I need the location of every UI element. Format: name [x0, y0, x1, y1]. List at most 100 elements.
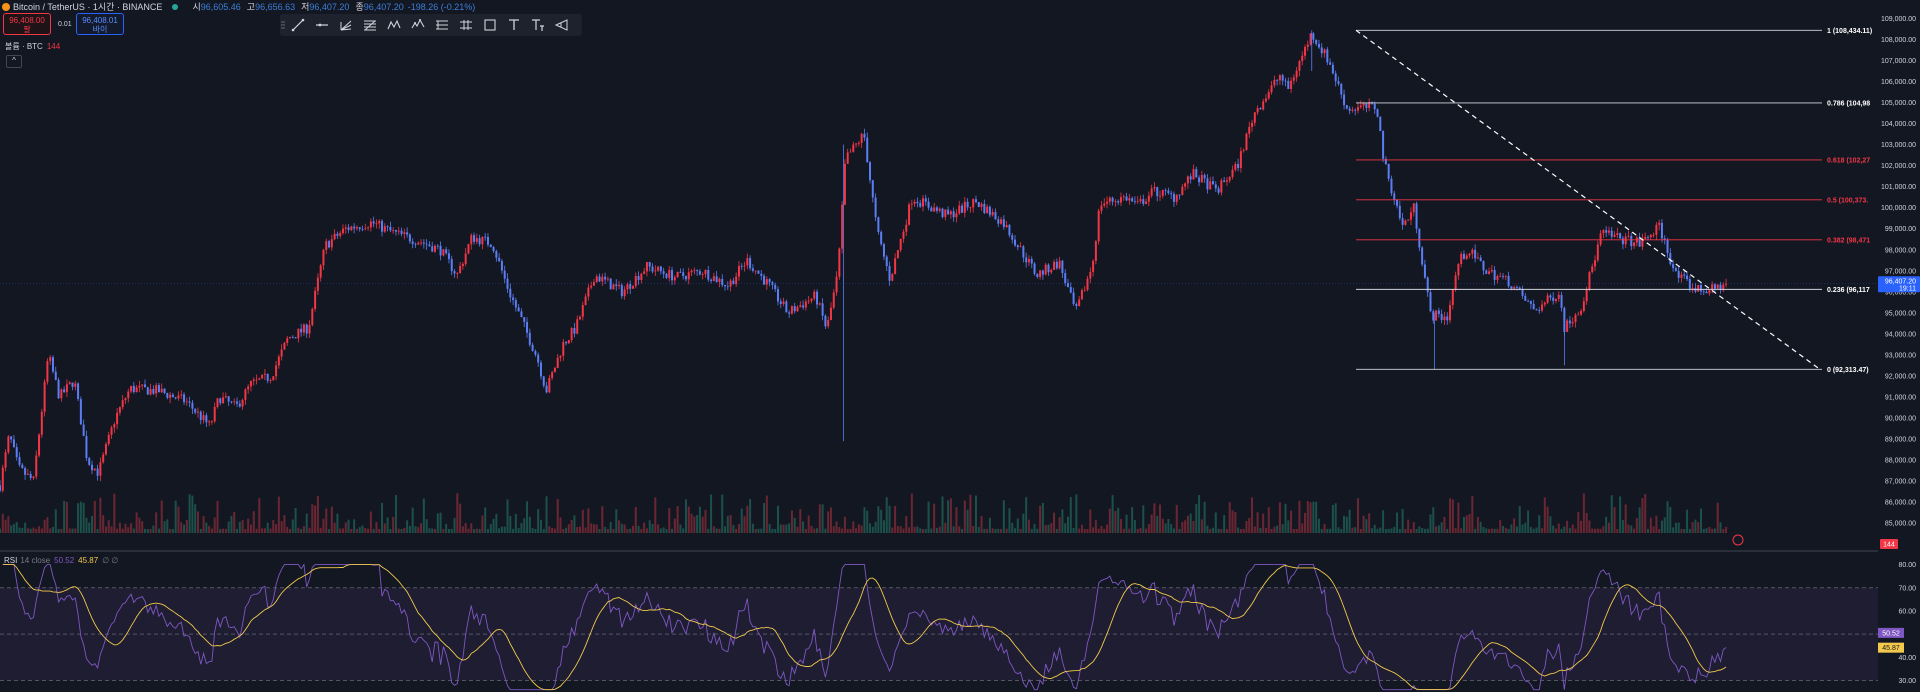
volume-bar [1016, 518, 1019, 533]
candle [219, 398, 222, 404]
candle [406, 232, 409, 235]
candle [1220, 180, 1223, 193]
volume-bar [1259, 527, 1262, 533]
candle [1234, 163, 1237, 170]
candle [1267, 92, 1270, 99]
volume-bar [361, 525, 364, 533]
fib-level-label: 0.786 (104,98 [1827, 100, 1870, 107]
volume-bar [1, 513, 4, 533]
candle [512, 297, 515, 301]
candle [498, 257, 501, 262]
text-note-icon[interactable] [526, 14, 550, 36]
long-position-icon[interactable] [430, 14, 454, 36]
volume-bar [1577, 511, 1580, 533]
symbol-title[interactable]: Bitcoin / TetherUS · 1시간 · BINANCE [13, 2, 163, 12]
candle [1488, 271, 1491, 274]
candle [1019, 246, 1022, 248]
volume-bar [1398, 528, 1401, 533]
volume-bar [1521, 524, 1524, 533]
pitchfork-icon[interactable] [334, 14, 358, 36]
candle [1384, 158, 1387, 165]
candle [790, 306, 793, 314]
price-tick-label: 105,000.00 [1881, 100, 1916, 107]
volume-bar [1323, 524, 1326, 533]
rectangle-icon[interactable] [478, 14, 502, 36]
volume-bar [1641, 498, 1644, 533]
replay-icon[interactable] [1732, 534, 1744, 546]
candle [827, 320, 830, 327]
volume-bar [436, 513, 439, 533]
volume-bar [475, 528, 478, 533]
candle [10, 436, 13, 440]
volume-bar [51, 526, 54, 533]
volume-bar [807, 515, 810, 533]
rsi-tick-label: 30.00 [1898, 678, 1916, 685]
volume-bar [796, 526, 799, 533]
candle [367, 227, 370, 229]
pattern-icon[interactable] [382, 14, 406, 36]
elliott-wave-icon[interactable] [406, 14, 430, 36]
volume-bar [955, 507, 958, 533]
trend-line-icon[interactable] [286, 14, 310, 36]
volume-bar [640, 528, 643, 533]
candle [383, 226, 386, 232]
candle [484, 236, 487, 238]
volume-bar [93, 501, 96, 533]
candle [949, 211, 952, 215]
collapse-button[interactable]: ^ [6, 55, 22, 68]
candle [1680, 274, 1683, 278]
volume-bar [1429, 514, 1432, 533]
candle [177, 395, 180, 399]
candle [104, 444, 107, 455]
volume-bar [1011, 522, 1014, 533]
candle [169, 394, 172, 398]
last-price-timer: 19:11 [1899, 285, 1916, 292]
volume-bar [852, 521, 855, 533]
volume-bar [216, 500, 219, 533]
volume-bar [1172, 528, 1175, 533]
horizontal-ray-icon[interactable] [310, 14, 334, 36]
volume-bar [537, 509, 540, 533]
volume-bar [1435, 526, 1438, 533]
market-open-icon [172, 4, 179, 10]
volume-bar [1209, 528, 1212, 533]
candle [1231, 169, 1234, 178]
candle [1507, 275, 1510, 287]
brush-icon[interactable] [550, 14, 574, 36]
volume-bar [1683, 528, 1686, 533]
volume-bar [665, 528, 668, 533]
volume-bar [1449, 498, 1452, 533]
volume-bar [896, 526, 899, 533]
candle [82, 424, 85, 437]
candle [467, 244, 470, 254]
fib-trend-line[interactable] [1355, 29, 1821, 370]
volume-bar [1407, 519, 1410, 533]
candle [1287, 80, 1290, 90]
volume-bar [1686, 509, 1689, 533]
candle [46, 361, 49, 382]
volume-bar [1490, 528, 1493, 533]
text-icon[interactable] [502, 14, 526, 36]
volume-bar [169, 528, 172, 533]
candle [305, 324, 308, 334]
buy-button[interactable]: 96,408.01 바이 [76, 13, 124, 35]
volume-bar [1100, 525, 1103, 533]
volume-bar [1340, 528, 1343, 533]
volume-bar [913, 526, 916, 533]
candle [275, 365, 278, 377]
fib-retracement-icon[interactable] [358, 14, 382, 36]
short-position-icon[interactable] [454, 14, 478, 36]
drag-handle-icon[interactable] [280, 14, 286, 36]
candle [1599, 233, 1602, 245]
candle [127, 391, 130, 399]
sell-button[interactable]: 96,408.00 팔 [3, 13, 51, 35]
candle [1209, 181, 1212, 190]
candle [1373, 103, 1376, 110]
candle [749, 258, 752, 269]
volume-bar [38, 526, 41, 533]
candle [963, 201, 966, 213]
candle [68, 382, 71, 385]
volume-bar [595, 524, 598, 533]
candle [994, 211, 997, 220]
